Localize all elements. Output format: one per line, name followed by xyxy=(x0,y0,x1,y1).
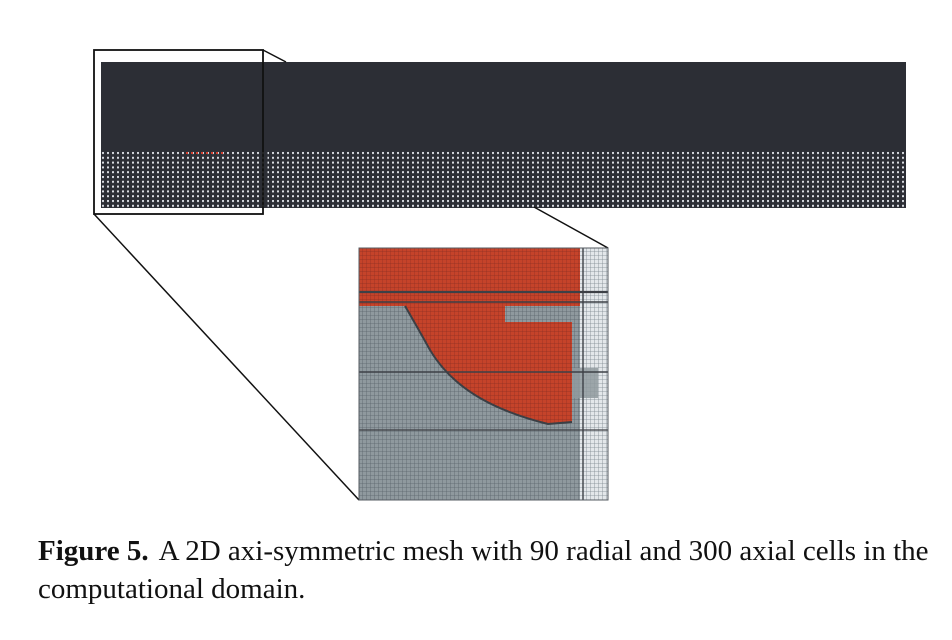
highlight-cell xyxy=(206,152,208,154)
caption-text: A 2D axi-symmetric mesh with 90 radial a… xyxy=(38,535,929,605)
highlight-cell xyxy=(211,152,213,154)
highlight-cell xyxy=(186,152,188,154)
callout-line-top xyxy=(262,49,287,63)
zoom-region-box xyxy=(93,49,264,215)
highlight-cell xyxy=(216,152,218,154)
zoom-inset-border xyxy=(358,247,609,501)
zoom-red-region xyxy=(405,306,572,424)
callout-line-right xyxy=(533,206,609,249)
domain-mesh-strip xyxy=(101,151,906,208)
caption-label: Figure 5. xyxy=(38,535,149,567)
highlight-cell xyxy=(191,152,193,154)
callout-line-left xyxy=(93,213,360,501)
figure xyxy=(93,49,906,501)
figure-caption: Figure 5. A 2D axi-symmetric mesh with 90… xyxy=(38,532,938,608)
zoom-red-top xyxy=(359,248,580,306)
zoom-interface-curve xyxy=(404,305,573,426)
highlight-cell xyxy=(221,152,223,154)
zoom-notch xyxy=(572,368,598,398)
mesh-figure-graphic xyxy=(93,49,906,501)
computational-domain xyxy=(101,62,906,208)
zoom-inset xyxy=(359,248,608,500)
highlight-cell xyxy=(201,152,203,154)
highlight-cell xyxy=(196,152,198,154)
highlight-cells xyxy=(186,152,223,154)
